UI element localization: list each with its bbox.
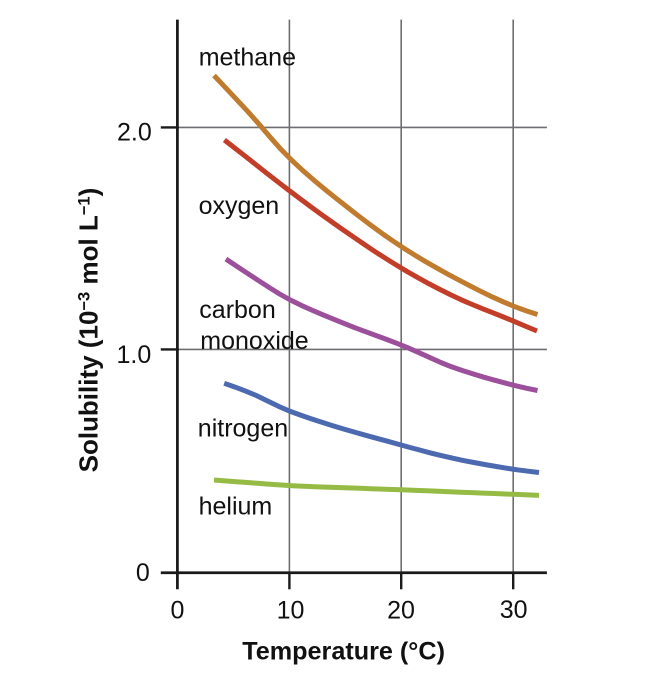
- svg-text:monoxide: monoxide: [200, 327, 308, 355]
- svg-text:methane: methane: [199, 44, 296, 72]
- svg-text:helium: helium: [199, 493, 273, 521]
- svg-text:20: 20: [387, 597, 415, 625]
- svg-text:oxygen: oxygen: [199, 192, 280, 220]
- svg-text:1.0: 1.0: [117, 341, 152, 369]
- svg-text:Solubility (10−3 mol L−1): Solubility (10−3 mol L−1): [74, 188, 104, 473]
- svg-text:nitrogen: nitrogen: [198, 414, 288, 442]
- svg-text:0: 0: [170, 597, 184, 625]
- svg-text:carbon: carbon: [199, 296, 275, 324]
- svg-text:Temperature (°C): Temperature (°C): [242, 637, 445, 665]
- svg-text:0: 0: [136, 559, 150, 587]
- svg-text:30: 30: [500, 596, 528, 624]
- svg-text:10: 10: [277, 597, 305, 625]
- svg-text:2.0: 2.0: [117, 119, 152, 147]
